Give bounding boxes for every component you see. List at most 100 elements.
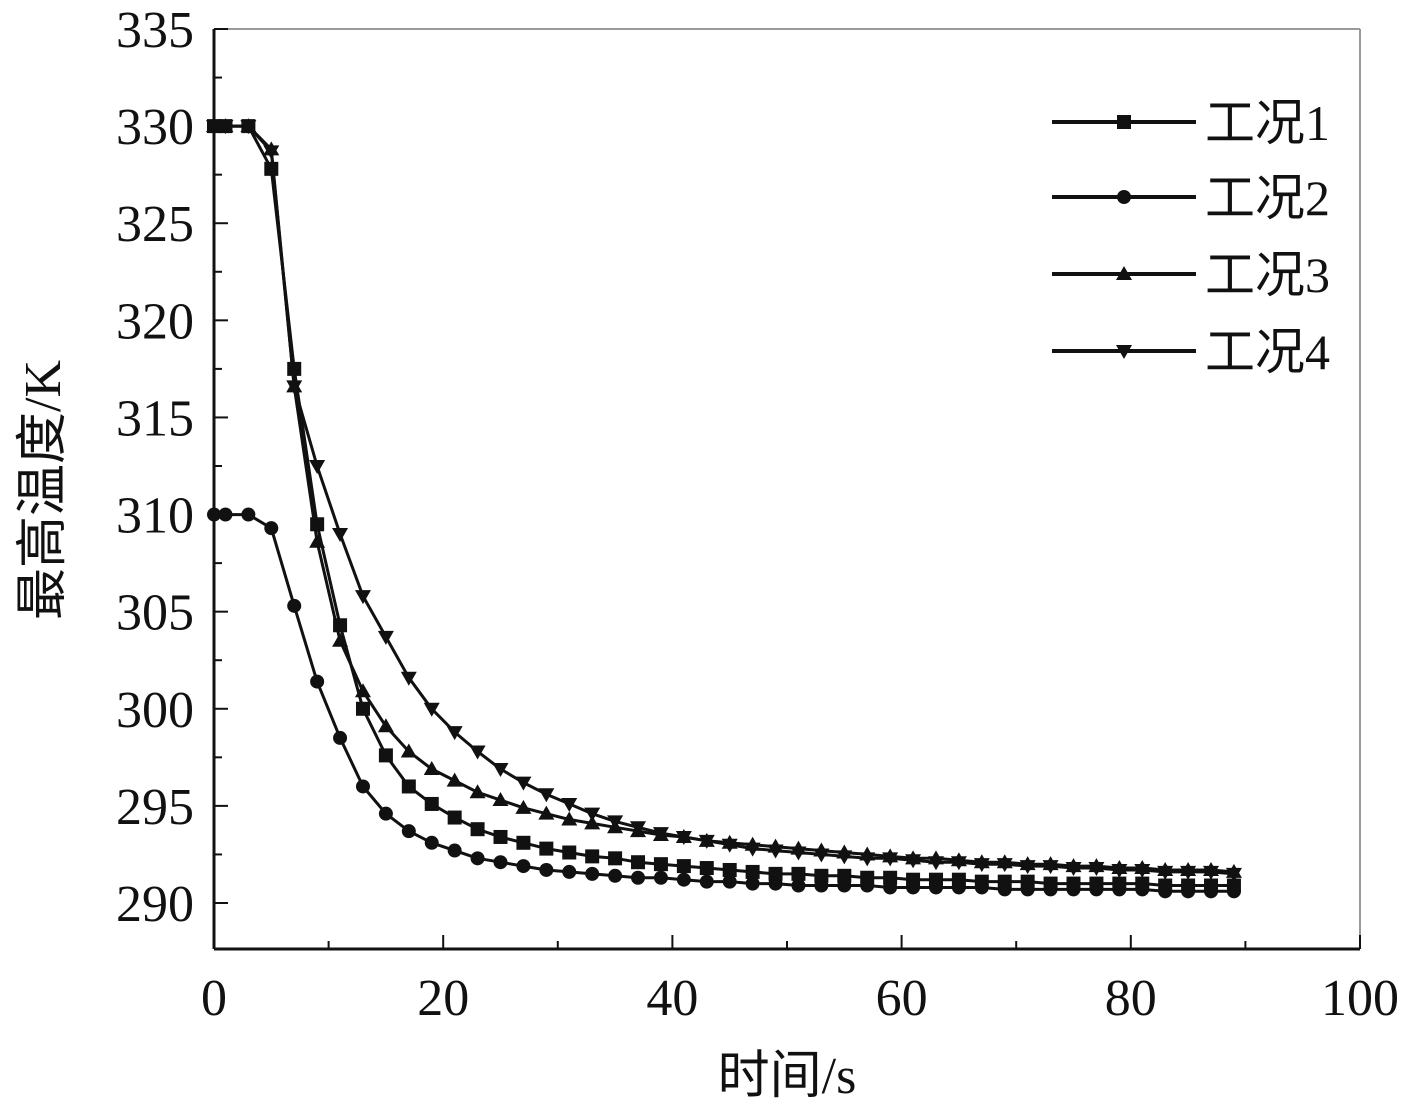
data-point-series-4 [698, 834, 715, 849]
data-point-series-4 [905, 854, 922, 869]
legend: 工况1 工况2 工况3 工况4 [1052, 95, 1330, 380]
data-point-series-2 [1181, 884, 1196, 899]
data-point-series-1 [837, 868, 852, 883]
data-point-series-1 [447, 810, 462, 825]
data-point-series-4 [1111, 863, 1128, 878]
data-point-series-2 [424, 835, 439, 850]
data-point-series-3 [584, 815, 601, 830]
data-point-series-1 [562, 845, 577, 860]
data-point-series-2 [860, 878, 875, 893]
y-tick-label: 295 [116, 779, 194, 836]
data-point-series-4 [1088, 862, 1105, 877]
data-point-series-4 [400, 671, 417, 686]
data-point-series-2 [355, 779, 370, 794]
data-point-series-2 [447, 843, 462, 858]
legend-marker-2 [1117, 190, 1131, 204]
y-tick-label: 335 [116, 2, 194, 59]
y-tick-label: 290 [116, 876, 194, 933]
data-point-series-2 [906, 880, 921, 895]
data-point-series-3 [469, 784, 486, 799]
data-point-series-2 [333, 730, 348, 745]
data-point-series-1 [470, 822, 485, 837]
y-tick-label: 300 [116, 682, 194, 739]
series-line-2 [214, 513, 1234, 893]
data-point-series-2 [631, 870, 646, 885]
data-point-series-1 [791, 866, 806, 881]
data-point-series-3 [538, 805, 555, 820]
x-tick-label: 80 [1105, 970, 1157, 1027]
data-point-series-2 [883, 880, 898, 895]
data-point-series-3 [561, 811, 578, 826]
data-point-series-2 [1135, 882, 1150, 897]
data-point-series-2 [1226, 884, 1241, 899]
data-point-series-2 [722, 874, 737, 889]
data-point-series-4 [721, 838, 738, 853]
data-point-series-4 [790, 846, 807, 861]
data-point-series-2 [997, 882, 1012, 897]
data-point-series-4 [630, 821, 647, 836]
y-tick-label: 325 [116, 196, 194, 253]
data-point-series-2 [814, 878, 829, 893]
data-point-series-2 [745, 876, 760, 891]
data-point-series-1 [287, 361, 302, 376]
data-point-series-4 [813, 848, 830, 863]
data-point-series-4 [332, 527, 349, 542]
data-point-series-2 [837, 878, 852, 893]
data-point-series-3 [332, 632, 349, 647]
data-point-series-2 [768, 876, 783, 891]
data-point-series-4 [1225, 867, 1242, 882]
x-tick-label: 0 [201, 970, 227, 1027]
data-point-series-1 [424, 796, 439, 811]
y-tick-label: 310 [116, 488, 194, 545]
data-point-series-4 [836, 850, 853, 865]
x-axis-title: 时间/s [718, 1048, 857, 1105]
data-point-series-2 [928, 880, 943, 895]
data-point-series-4 [1157, 865, 1174, 880]
x-tick-label: 60 [876, 970, 928, 1027]
data-point-series-1 [378, 748, 393, 763]
data-point-series-3 [377, 718, 394, 733]
data-point-series-4 [217, 120, 234, 135]
data-point-series-2 [608, 868, 623, 883]
data-point-series-4 [744, 842, 761, 857]
data-point-series-4 [1180, 865, 1197, 880]
data-point-series-3 [515, 799, 532, 814]
y-tick-label: 315 [116, 390, 194, 447]
data-point-series-2 [310, 674, 325, 689]
data-point-series-2 [676, 872, 691, 887]
data-point-series-1 [333, 618, 348, 633]
series-lines [214, 124, 1235, 893]
data-point-series-1 [401, 779, 416, 794]
data-point-series-4 [584, 807, 601, 822]
data-point-series-1 [585, 849, 600, 864]
data-point-series-2 [653, 870, 668, 885]
data-point-series-1 [768, 866, 783, 881]
data-point-series-2 [378, 806, 393, 821]
data-point-series-2 [974, 880, 989, 895]
data-point-series-4 [309, 460, 326, 474]
data-point-series-4 [859, 852, 876, 867]
data-point-series-4 [1019, 860, 1036, 875]
legend-marker-3 [1116, 266, 1132, 280]
data-point-series-2 [470, 851, 485, 866]
data-point-series-4 [1042, 860, 1059, 875]
data-point-series-4 [263, 145, 280, 160]
data-point-series-4 [423, 702, 440, 717]
data-point-series-4 [973, 858, 990, 873]
legend-label-2: 工况2 [1205, 170, 1330, 226]
data-point-series-2 [241, 507, 256, 522]
data-point-series-1 [264, 161, 279, 176]
series-line-1 [214, 124, 1234, 887]
data-point-series-2 [516, 859, 531, 874]
data-point-series-2 [1204, 884, 1219, 899]
data-point-series-1 [676, 859, 691, 874]
data-point-series-1 [355, 701, 370, 716]
data-point-series-2 [264, 521, 279, 536]
series-markers [206, 118, 1242, 899]
data-point-series-4 [767, 844, 784, 859]
data-point-series-1 [653, 857, 668, 872]
data-point-series-4 [652, 827, 669, 842]
data-point-series-3 [446, 772, 463, 787]
data-point-series-1 [310, 517, 325, 532]
data-point-series-4 [446, 726, 463, 741]
